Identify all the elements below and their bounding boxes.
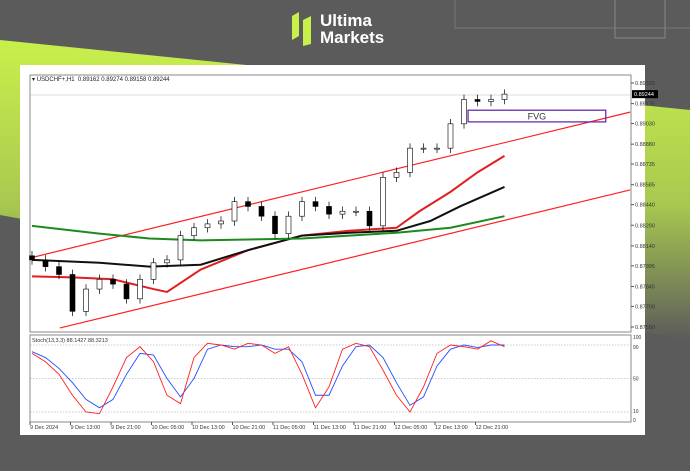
candle-body (164, 259, 170, 264)
candle-body (474, 99, 481, 102)
channel-upper-line (29, 111, 631, 259)
candle-body (218, 220, 224, 225)
candle-body (501, 93, 508, 100)
candle-body (177, 235, 184, 261)
candle-body (258, 206, 265, 217)
candle-body (150, 262, 157, 280)
time-tick-label: 10 Dec 21:00 (233, 425, 266, 431)
candle-body (353, 210, 359, 213)
candle-body (42, 259, 49, 267)
price-tick-label: 0.89030 (635, 122, 655, 128)
time-tick-label: 12 Dec 21:00 (476, 425, 509, 431)
candle-body (137, 278, 143, 300)
time-tick-label: 12 Dec 13:00 (435, 425, 468, 431)
price-tick-label: 0.88440 (635, 203, 655, 209)
time-tick-label: 10 Dec 13:00 (192, 425, 225, 431)
candle-body (434, 147, 440, 150)
candle-body (285, 215, 292, 234)
brand-line1: Ultima (320, 11, 372, 30)
brand-logo: Ultima Markets (292, 12, 384, 46)
candle-body (69, 274, 76, 312)
brand-line2: Markets (320, 28, 385, 47)
price-tick-label: 0.88880 (635, 142, 655, 148)
time-tick-label: 12 Dec 05:00 (395, 425, 428, 431)
candle-body (231, 201, 238, 222)
candle-body (29, 255, 35, 261)
time-tick-label: 9 Dec 2024 (30, 425, 58, 431)
time-tick-label: 10 Dec 05:00 (152, 425, 185, 431)
stochastic-axis-label: 100 (633, 335, 642, 341)
moving-average-line (31, 215, 505, 242)
candle-body (123, 283, 130, 300)
candle-body (56, 266, 62, 275)
price-tick-label: 0.88290 (635, 223, 655, 229)
stochastic-axis-label: 0 (633, 418, 636, 424)
candle-body (447, 123, 454, 149)
candle-body (191, 227, 197, 236)
candle-body (299, 201, 305, 217)
decor-outline (454, 0, 690, 29)
time-tick-label: 11 Dec 21:00 (354, 425, 386, 431)
price-tick-label: 0.87550 (635, 325, 655, 331)
candle-body (110, 278, 116, 285)
fvg-zone (467, 109, 607, 123)
candle-body (204, 223, 211, 229)
time-tick-label: 11 Dec 13:00 (314, 425, 346, 431)
candle-body (393, 172, 400, 178)
candle-body (83, 288, 89, 312)
fvg-label: FVG (528, 112, 547, 122)
price-tick-label: 0.87700 (635, 304, 655, 310)
stochastic-axis-label: 90 (633, 345, 639, 351)
current-price-badge (632, 90, 658, 99)
price-tick-label: 0.88140 (635, 244, 655, 250)
candle-body (312, 201, 319, 207)
candle-body (380, 177, 386, 227)
candle-body (461, 99, 467, 125)
current-price-label: 0.89244 (634, 92, 654, 98)
stochastic-signal-line (31, 344, 505, 409)
stochastic-axis-label: 50 (633, 377, 639, 383)
candle-body (420, 147, 427, 150)
price-tick-label: 0.87995 (635, 264, 655, 270)
candle-body (245, 201, 251, 207)
symbol-label: USDCHF+,H1 (36, 77, 75, 83)
decor-outline (614, 0, 666, 39)
channel-lower-line (59, 189, 631, 329)
ohlc-readout: 0.89162 0.89274 0.89158 0.89244 (77, 77, 170, 83)
main-pane (29, 74, 632, 333)
chart-header: ▾ USDCHF+,H1 0.89162 0.89274 0.89158 0.8… (32, 77, 170, 83)
candle-body (272, 215, 278, 234)
price-tick-label: 0.89175 (635, 102, 655, 108)
candle-body (326, 206, 332, 215)
time-tick-label: 9 Dec 21:00 (111, 425, 141, 431)
price-tick-label: 0.87845 (635, 284, 655, 290)
stochastic-main-line (31, 340, 505, 415)
candle-body (407, 147, 413, 173)
moving-average-line (31, 186, 505, 268)
candle-body (339, 210, 346, 215)
price-tick-label: 0.89325 (635, 81, 655, 87)
time-tick-label: 9 Dec 13:00 (71, 425, 101, 431)
candle-body (488, 99, 494, 102)
logo-mark-icon (292, 12, 311, 46)
price-tick-label: 0.88735 (635, 162, 655, 168)
candle-body (96, 278, 103, 290)
time-tick-label: 11 Dec 05:00 (273, 425, 305, 431)
stochastic-axis-label: 10 (633, 409, 639, 415)
stochastic-label: Stoch(13,3,3) 88.1427 88.3213 (32, 338, 108, 344)
candle-body (366, 210, 373, 227)
price-tick-label: 0.88585 (635, 183, 655, 189)
